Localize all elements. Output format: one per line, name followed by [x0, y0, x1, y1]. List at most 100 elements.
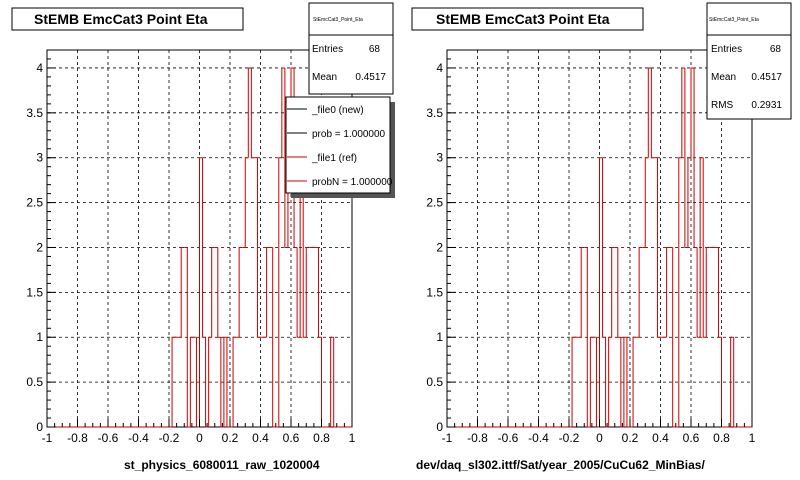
left-stats-mean-label: Mean: [312, 72, 337, 83]
histogram-bin: [586, 247, 591, 428]
histogram-bin: [687, 157, 691, 248]
histogram-bin: [208, 336, 212, 427]
left-y-tick-label: 4: [36, 61, 43, 75]
histogram-bin: [705, 246, 710, 338]
histogram-bin: [189, 336, 194, 427]
histogram-bin: [247, 67, 252, 158]
histogram-bin: [278, 157, 282, 427]
right-x-tick-label: 0.4: [652, 431, 669, 445]
right-y-tick-label: 2.5: [426, 196, 443, 210]
left-x-tick-label: -1: [42, 431, 53, 445]
histogram-bin: [296, 247, 301, 338]
right-y-tick-label: 4: [436, 61, 443, 75]
histogram-bin: [702, 157, 707, 338]
histogram-bin: [330, 336, 334, 427]
right-y-tick-label: 1: [436, 330, 443, 344]
left-stats-mean-value: 0.4517: [355, 72, 386, 83]
histogram-bin: [733, 337, 737, 428]
histogram-bin: [620, 337, 624, 428]
right-chart-title: StEMB EmcCat3 Point Eta: [436, 11, 610, 27]
right-stats-mean-label: Mean: [711, 72, 736, 83]
right-stats-box: StEmcCat3_Point_Eta Entries 68 Mean 0.45…: [706, 2, 792, 120]
histogram-bin: [632, 336, 637, 427]
left-chart-title: StEMB EmcCat3 Point Eta: [34, 11, 208, 27]
right-x-tick-label: -0.6: [498, 431, 519, 445]
right-x-tick-label: 1: [749, 431, 756, 445]
histogram-bin: [244, 157, 249, 248]
left-x-axis-label: st_physics_6080011_raw_1020004: [124, 458, 320, 472]
left-stats-entries-label: Entries: [312, 44, 343, 55]
left-x-tick-label: -0.6: [98, 431, 119, 445]
histogram-bin: [644, 157, 649, 248]
histogram-bin: [638, 246, 643, 338]
right-stats-mean-value: 0.4517: [751, 72, 782, 83]
histogram-bin: [238, 246, 243, 338]
histogram-bin: [656, 157, 661, 338]
right-x-ticks: -1 -0.8 -0.6 -0.4 -0.2 0 0.2 0.4 0.6 0.8 1: [442, 419, 756, 445]
histogram-bin: [693, 67, 698, 248]
histogram-bin: [223, 336, 227, 427]
histogram-bin: [202, 157, 206, 338]
left-stats-name: StEmcCat3_Point_Eta: [313, 17, 363, 23]
right-y-tick-label: 3.5: [426, 106, 443, 120]
histogram-bin: [599, 157, 603, 427]
left-y-tick-label: 0.5: [26, 375, 43, 389]
right-y-tick-label: 0: [436, 420, 443, 434]
right-x-tick-label: -0.4: [528, 431, 549, 445]
histogram-bin: [205, 337, 209, 428]
histogram-bin: [611, 246, 615, 338]
histogram-bin: [717, 247, 722, 338]
histogram-bin: [211, 246, 215, 338]
histogram-bin: [217, 247, 221, 338]
right-x-tick-label: 0.8: [713, 431, 730, 445]
histogram-bin: [730, 336, 734, 427]
histogram-bin: [595, 337, 600, 428]
left-stats-box: StEmcCat3_Point_Eta Entries 68 Mean 0.45…: [308, 2, 394, 95]
right-x-tick-label: -1: [442, 431, 453, 445]
histogram-bin: [690, 67, 695, 158]
left-histogram-panel: StEMB EmcCat3 Point Eta 0 0.5 1 1.5 2 2.5 3 3.5…: [11, 2, 395, 472]
right-stats-rms-value: 0.2931: [751, 100, 782, 111]
left-x-ticks: -1 -0.8 -0.6 -0.4 -0.2 0 0.2 0.4 0.6 0.8 1: [42, 419, 356, 445]
right-x-tick-label: -0.2: [559, 431, 580, 445]
right-y-tick-label: 2: [436, 240, 443, 254]
histogram-bin: [171, 336, 176, 427]
right-x-tick-label: 0.6: [683, 431, 700, 445]
left-x-tick-label: -0.8: [67, 431, 88, 445]
left-x-tick-label: 0.4: [252, 431, 269, 445]
right-y-tick-label: 1.5: [426, 285, 443, 299]
left-y-tick-label: 2.5: [26, 196, 43, 210]
left-x-tick-label: 0.2: [222, 431, 239, 445]
right-stats-entries-label: Entries: [711, 44, 742, 55]
histogram-bin: [281, 67, 285, 158]
histogram-bin: [650, 67, 655, 159]
legend-label-file1: _file1 (ref): [311, 153, 357, 164]
histogram-bin: [626, 337, 630, 428]
right-title-box: [411, 7, 644, 31]
right-x-axis-label: dev/daq_sl302.ittf/Sat/year_2005/CuCu62_…: [416, 458, 705, 472]
histogram-bin: [232, 336, 237, 427]
histogram-bin: [250, 67, 255, 159]
left-y-tick-label: 1: [36, 330, 43, 344]
histogram-bin: [272, 247, 276, 428]
histogram-bin: [617, 247, 621, 338]
histogram-bin: [684, 67, 688, 248]
left-x-tick-label: 0.8: [313, 431, 330, 445]
right-histogram-series: [447, 67, 752, 428]
histogram-bin: [589, 336, 594, 427]
histogram-bin: [220, 337, 224, 428]
right-x-tick-label: -0.8: [467, 431, 488, 445]
histogram-bin: [678, 157, 682, 427]
left-x-tick-label: -0.4: [128, 431, 149, 445]
histogram-bin: [256, 157, 261, 338]
left-y-tick-label: 3.5: [26, 106, 43, 120]
histogram-bin: [305, 246, 310, 338]
right-x-tick-label: 0: [596, 431, 603, 445]
legend-label-probN: probN = 1.000000: [312, 177, 393, 188]
histogram-bin: [605, 337, 609, 428]
left-y-tick-label: 2: [36, 240, 43, 254]
histogram-bin: [199, 157, 203, 427]
right-histogram-panel: StEMB EmcCat3 Point Eta 0 0.5 1 1.5 2 2.5 3 3.5…: [411, 2, 792, 472]
histogram-bin: [696, 247, 701, 338]
